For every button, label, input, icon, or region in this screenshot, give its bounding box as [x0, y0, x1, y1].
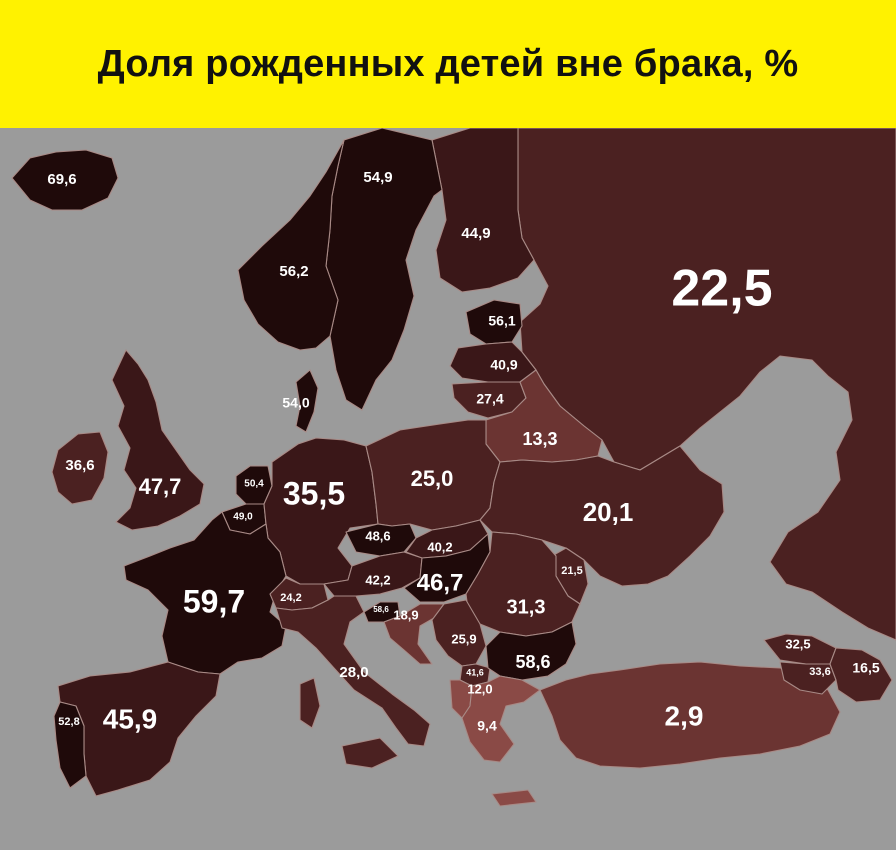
- value-greece: 9,4: [477, 718, 497, 734]
- country-iceland: [11, 149, 119, 211]
- value-iceland: 69,6: [47, 171, 76, 188]
- value-georgia: 32,5: [785, 636, 810, 651]
- country-ukraine: [479, 445, 725, 587]
- value-ireland: 36,6: [65, 457, 94, 474]
- value-netherlands: 50,4: [244, 479, 264, 490]
- value-armenia: 33,6: [809, 666, 830, 678]
- value-estonia: 56,1: [488, 313, 515, 329]
- value-spain: 45,9: [103, 703, 158, 734]
- value-belarus: 13,3: [522, 429, 557, 449]
- title-banner: Доля рожденных детей вне брака, %: [0, 0, 896, 128]
- value-russia: 22,5: [671, 260, 772, 318]
- value-croatia: 18,9: [393, 607, 418, 622]
- map-title: Доля рожденных детей вне брака, %: [97, 42, 799, 85]
- value-portugal: 52,8: [58, 716, 79, 728]
- value-azerbaijan: 16,5: [852, 660, 879, 676]
- value-slovakia: 40,2: [427, 539, 452, 554]
- value-uk: 47,7: [139, 474, 182, 499]
- country-uk: [111, 349, 205, 531]
- value-lithuania: 27,4: [476, 391, 503, 407]
- value-austria: 42,2: [365, 572, 390, 587]
- value-czechia: 48,6: [365, 528, 390, 543]
- country-azerbaijan: [829, 647, 893, 703]
- value-norway: 56,2: [279, 263, 308, 280]
- value-germany: 35,5: [283, 475, 345, 511]
- value-north-macedonia: 41,6: [466, 667, 484, 677]
- value-serbia: 25,9: [451, 631, 476, 646]
- country-bulgaria: [485, 621, 577, 681]
- country-norway: [237, 139, 345, 351]
- value-ukraine: 20,1: [583, 497, 634, 527]
- value-hungary: 46,7: [417, 569, 464, 596]
- value-romania: 31,3: [507, 596, 546, 618]
- country-croatia: [383, 603, 445, 665]
- value-slovenia: 58,6: [373, 605, 389, 614]
- value-belgium: 49,0: [233, 512, 253, 523]
- value-finland: 44,9: [461, 225, 490, 242]
- country-romania: [465, 531, 581, 637]
- country-greece: [461, 675, 541, 807]
- country-estonia: [465, 299, 523, 345]
- value-moldova: 21,5: [561, 565, 582, 577]
- value-turkey: 2,9: [665, 700, 704, 731]
- value-albania: 12,0: [467, 681, 492, 696]
- country-portugal: [53, 701, 87, 789]
- country-finland: [431, 128, 535, 293]
- country-ireland: [51, 431, 109, 505]
- country-italy: [275, 595, 431, 769]
- map-canvas: 69,6 54,9 44,9 22,5 56,2 56,1 40,9 27,4 …: [0, 128, 896, 850]
- value-italy: 28,0: [339, 664, 368, 681]
- value-latvia: 40,9: [490, 357, 517, 373]
- country-hungary: [403, 533, 491, 603]
- value-france: 59,7: [183, 583, 245, 619]
- country-turkey: [539, 661, 841, 769]
- value-sweden: 54,9: [363, 169, 392, 186]
- value-switzerland: 24,2: [280, 592, 301, 604]
- country-serbia: [431, 599, 487, 667]
- value-denmark: 54,0: [282, 395, 309, 411]
- value-bulgaria: 58,6: [515, 652, 550, 672]
- europe-map: 69,6 54,9 44,9 22,5 56,2 56,1 40,9 27,4 …: [0, 128, 896, 850]
- value-poland: 25,0: [411, 466, 454, 491]
- country-denmark: [295, 369, 319, 433]
- country-armenia: [779, 661, 837, 695]
